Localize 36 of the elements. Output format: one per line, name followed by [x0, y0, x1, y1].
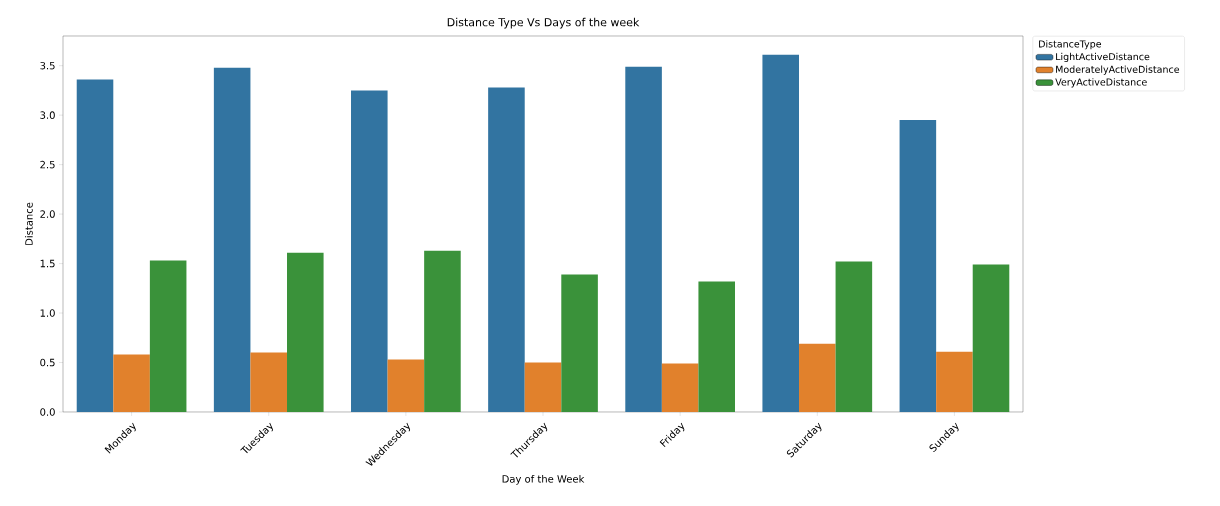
- bar: [661, 363, 699, 412]
- y-tick-label: 3.5: [40, 61, 55, 70]
- legend-label: LightActiveDistance: [1056, 52, 1150, 63]
- bar: [287, 252, 324, 412]
- x-axis-title: Day of the Week: [502, 474, 585, 485]
- y-axis-title: Distance: [25, 202, 33, 245]
- bar: [149, 260, 187, 412]
- y-tick-label: 0.0: [40, 408, 55, 416]
- bar: [625, 66, 662, 412]
- bar: [351, 90, 388, 412]
- bar: [799, 343, 836, 412]
- bar: [936, 351, 973, 412]
- bar: [899, 120, 937, 412]
- y-tick-label: 3.0: [40, 111, 55, 119]
- bar: [762, 54, 800, 412]
- y-tick-label: 1.5: [40, 259, 55, 268]
- y-tick-label: 1.0: [40, 309, 55, 317]
- bar: [387, 359, 425, 412]
- bar: [524, 362, 562, 412]
- bar: [698, 281, 735, 412]
- y-tick-label: 2.0: [40, 210, 55, 218]
- y-tick-label: 0.5: [40, 358, 55, 367]
- bar: [561, 274, 598, 412]
- bar: [213, 67, 251, 412]
- bar: [972, 264, 1010, 412]
- bar: [113, 354, 150, 412]
- legend-label: VeryActiveDistance: [1055, 78, 1147, 88]
- legend-title: DistanceType: [1039, 40, 1102, 50]
- bar: [76, 79, 114, 412]
- bar: [488, 87, 525, 412]
- chart-title: Distance Type Vs Days of the week: [447, 17, 640, 29]
- bar: [424, 250, 461, 412]
- legend-label: ModeratelyActiveDistance: [1056, 65, 1180, 75]
- y-tick-label: 2.5: [40, 160, 55, 169]
- bar: [250, 352, 288, 412]
- bar: [835, 261, 873, 412]
